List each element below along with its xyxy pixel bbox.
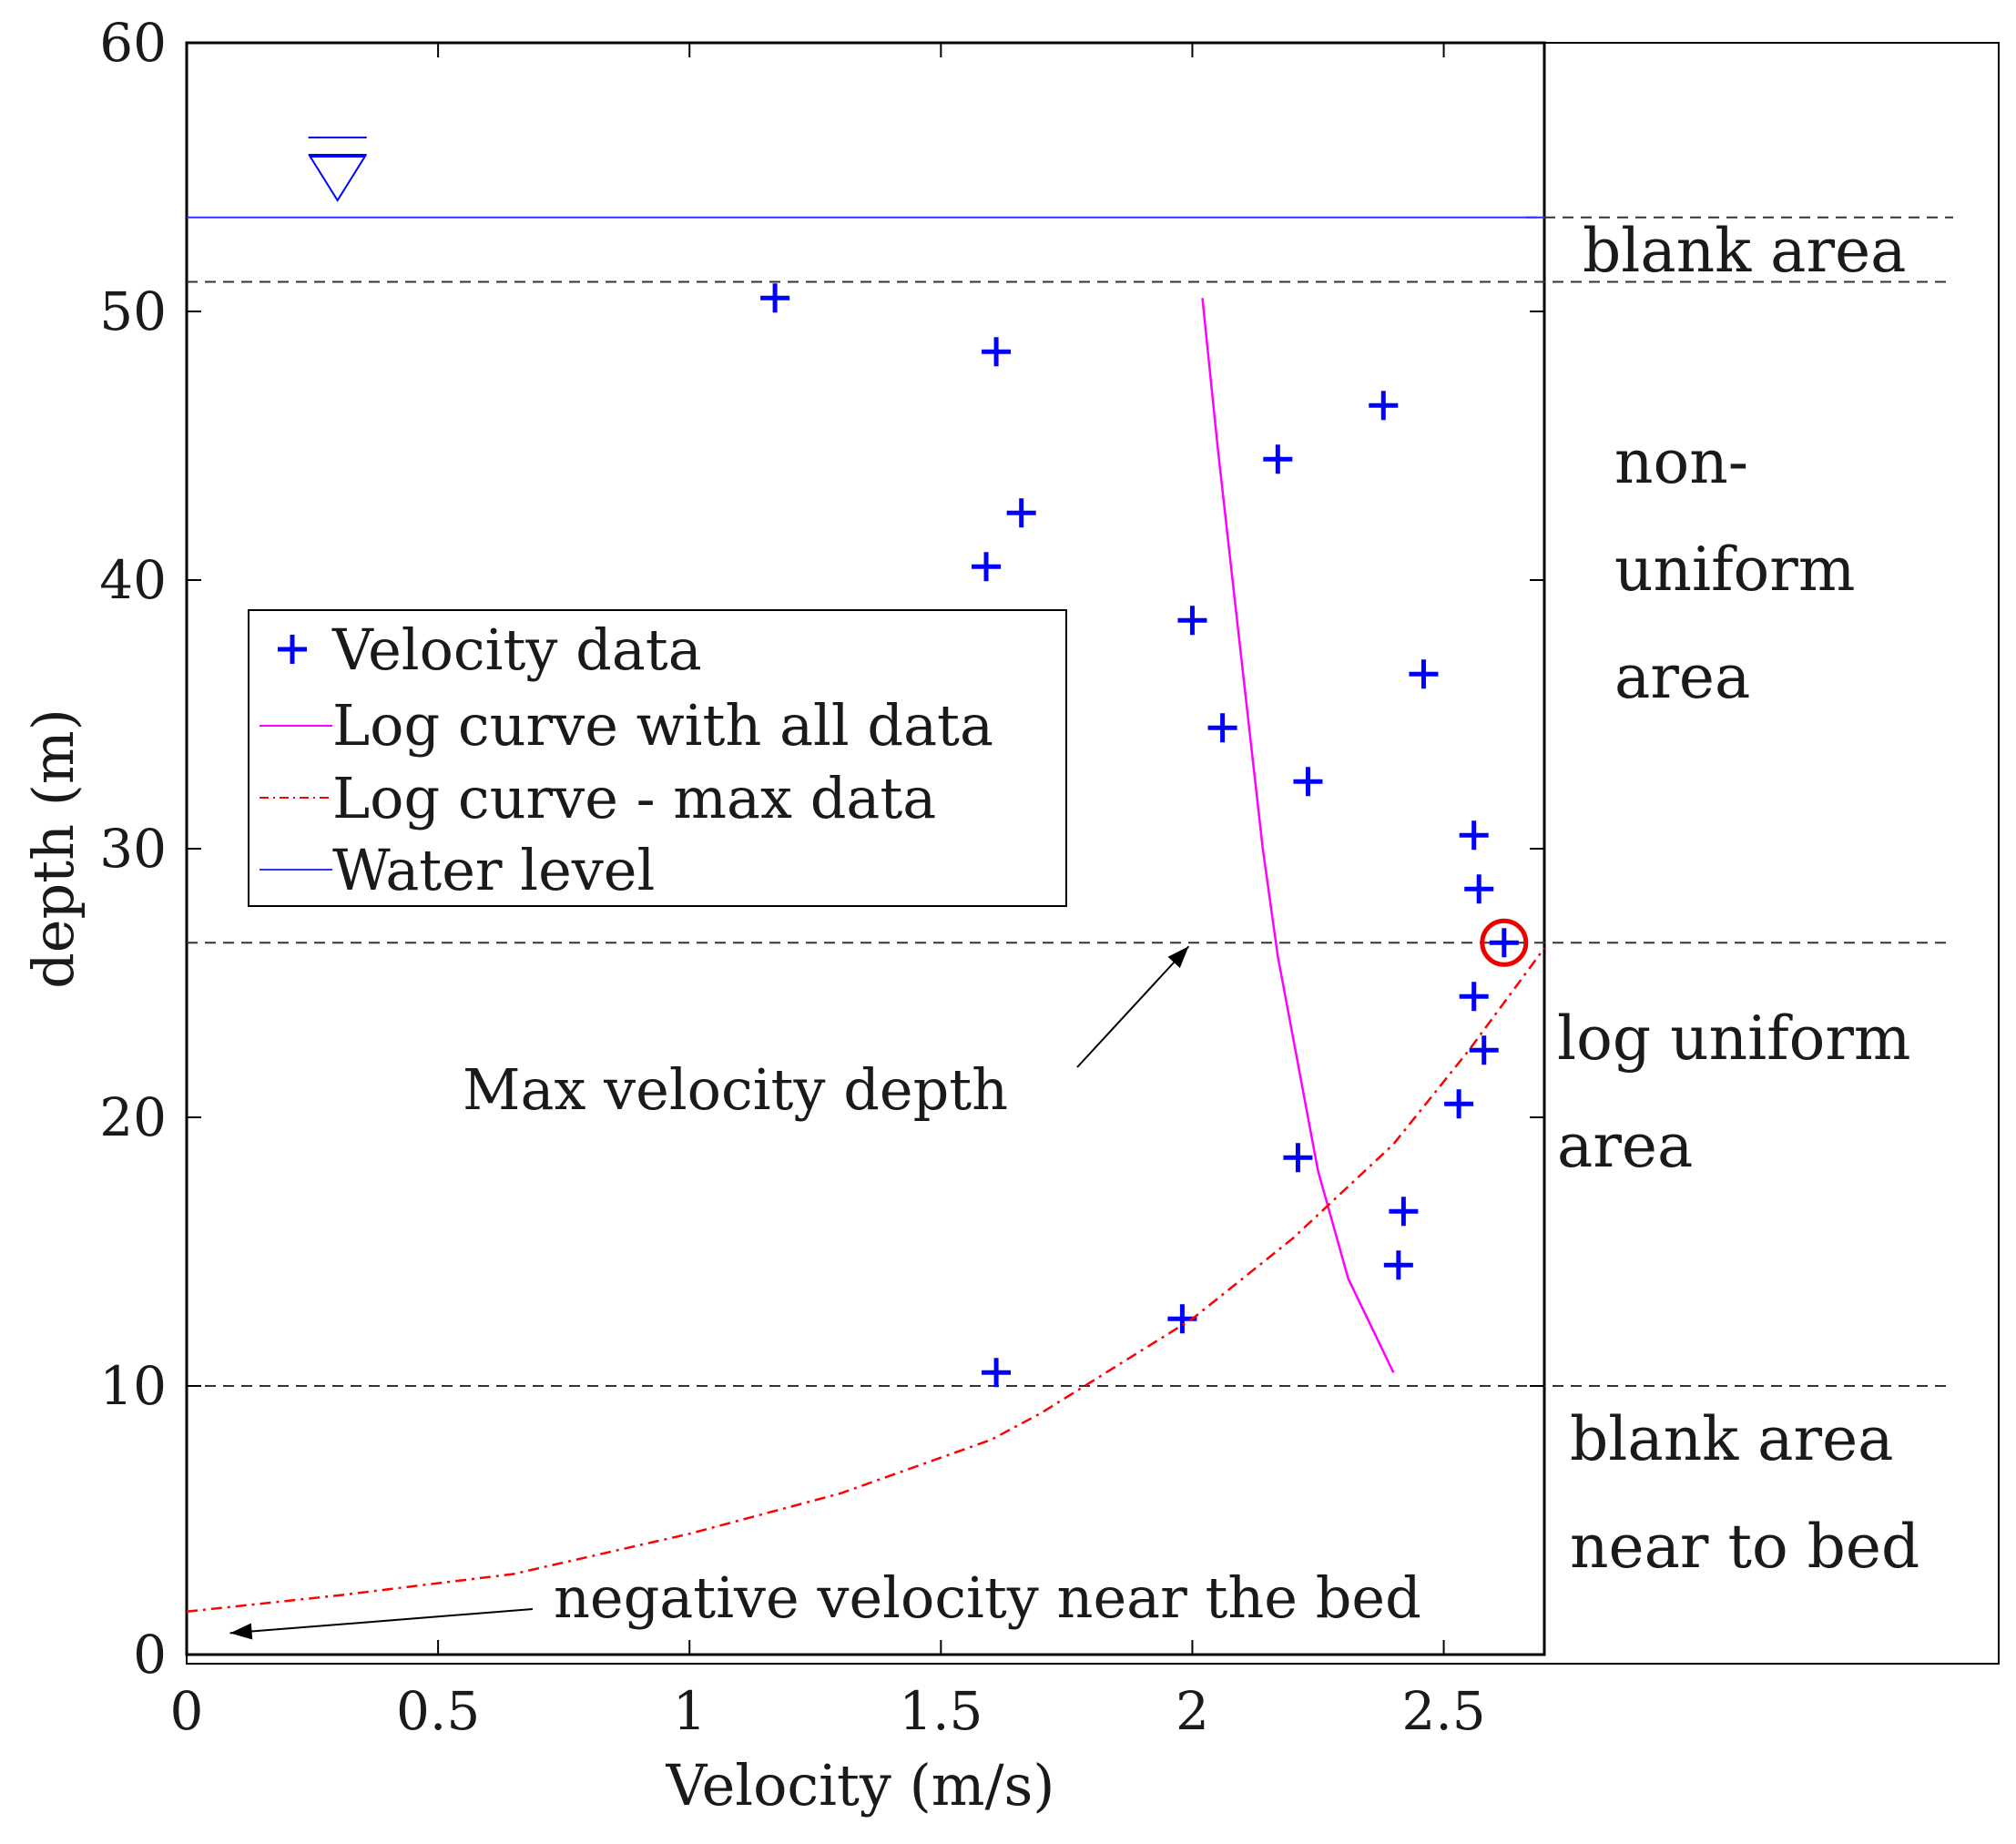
ticks: 0 0.5 1 1.5 2 2.5 0 10 20 30 40 50 60 <box>99 12 1544 1742</box>
x-tick-label: 0 <box>170 1680 204 1742</box>
velocity-data-point <box>1489 928 1519 958</box>
velocity-data-point <box>1459 982 1489 1012</box>
region-log-uniform-line1: log uniform <box>1557 1004 1911 1074</box>
negative-velocity-arrow-head <box>229 1623 253 1640</box>
max-velocity-arrow-shaft <box>1076 945 1190 1068</box>
velocity-data-point <box>1383 1250 1413 1280</box>
velocity-data-point <box>1006 498 1036 528</box>
region-non-uniform-line1: non- <box>1614 427 1748 497</box>
velocity-data-point <box>1283 1143 1313 1173</box>
velocity-data-point <box>1444 1089 1474 1119</box>
x-tick-label: 1.5 <box>899 1680 983 1742</box>
region-non-uniform-line2: uniform <box>1614 535 1855 605</box>
x-tick-label: 2.5 <box>1401 1680 1485 1742</box>
y-axis-title: depth (m) <box>20 708 87 989</box>
y-tick-label: 60 <box>99 12 167 74</box>
y-tick-label: 50 <box>99 280 167 342</box>
velocity-data-point <box>1369 391 1399 421</box>
region-log-uniform-line2: area <box>1557 1111 1693 1181</box>
x-tick-label: 0.5 <box>396 1680 480 1742</box>
x-axis-title: Velocity (m/s) <box>665 1752 1054 1819</box>
y-tick-label: 20 <box>99 1086 167 1148</box>
max-velocity-arrow-head <box>1167 946 1189 968</box>
legend-marker-velocity <box>278 635 307 664</box>
velocity-data-point <box>760 283 790 313</box>
velocity-data-point <box>1389 1197 1419 1227</box>
velocity-data-point <box>1469 1035 1499 1065</box>
max-velocity-highlight <box>1480 918 1529 967</box>
velocity-data-point <box>1459 820 1489 851</box>
legend-label-log-max: Log curve - max data <box>332 765 936 831</box>
velocity-data-point <box>1263 444 1293 474</box>
y-tick-label: 10 <box>99 1355 167 1417</box>
velocity-data-point <box>1293 767 1323 797</box>
reference-lines <box>187 216 1953 1387</box>
y-tick-label: 30 <box>99 818 167 880</box>
velocity-data-point <box>972 552 1002 582</box>
x-tick-label: 2 <box>1176 1680 1209 1742</box>
region-blank-area: blank area <box>1583 216 1907 286</box>
region-bed-blank-line2: near to bed <box>1570 1512 1919 1582</box>
annotation-max-velocity: Max velocity depth <box>463 1056 1008 1123</box>
legend-box <box>248 609 1067 907</box>
velocity-data-point <box>1409 659 1439 689</box>
legend: Velocity data Log curve with all data Lo… <box>248 609 1067 907</box>
region-non-uniform-line3: area <box>1614 642 1750 712</box>
water-surface-symbol <box>308 137 367 202</box>
velocity-data-point <box>1464 874 1494 904</box>
annotation-negative-velocity: negative velocity near the bed <box>554 1564 1421 1631</box>
y-tick-label: 40 <box>99 549 167 611</box>
log-curve-all-data <box>1201 298 1395 1373</box>
water-symbol-triangle <box>308 156 367 202</box>
velocity-data-point <box>982 337 1012 367</box>
x-tick-label: 1 <box>673 1680 707 1742</box>
region-bed-blank-line1: blank area <box>1570 1404 1894 1474</box>
log-curve-max-data <box>186 947 1546 1614</box>
velocity-data-point <box>1177 606 1207 636</box>
legend-label-log-all: Log curve with all data <box>332 692 993 759</box>
annotation-arrows <box>229 945 1190 1640</box>
velocity-data-point <box>1207 713 1237 743</box>
legend-label-water: Water level <box>332 837 655 903</box>
negative-velocity-arrow-shaft <box>229 1608 534 1635</box>
velocity-data-point <box>982 1358 1012 1388</box>
legend-label-velocity: Velocity data <box>331 616 702 683</box>
y-tick-label: 0 <box>133 1624 167 1686</box>
series-layer <box>186 216 1546 1614</box>
